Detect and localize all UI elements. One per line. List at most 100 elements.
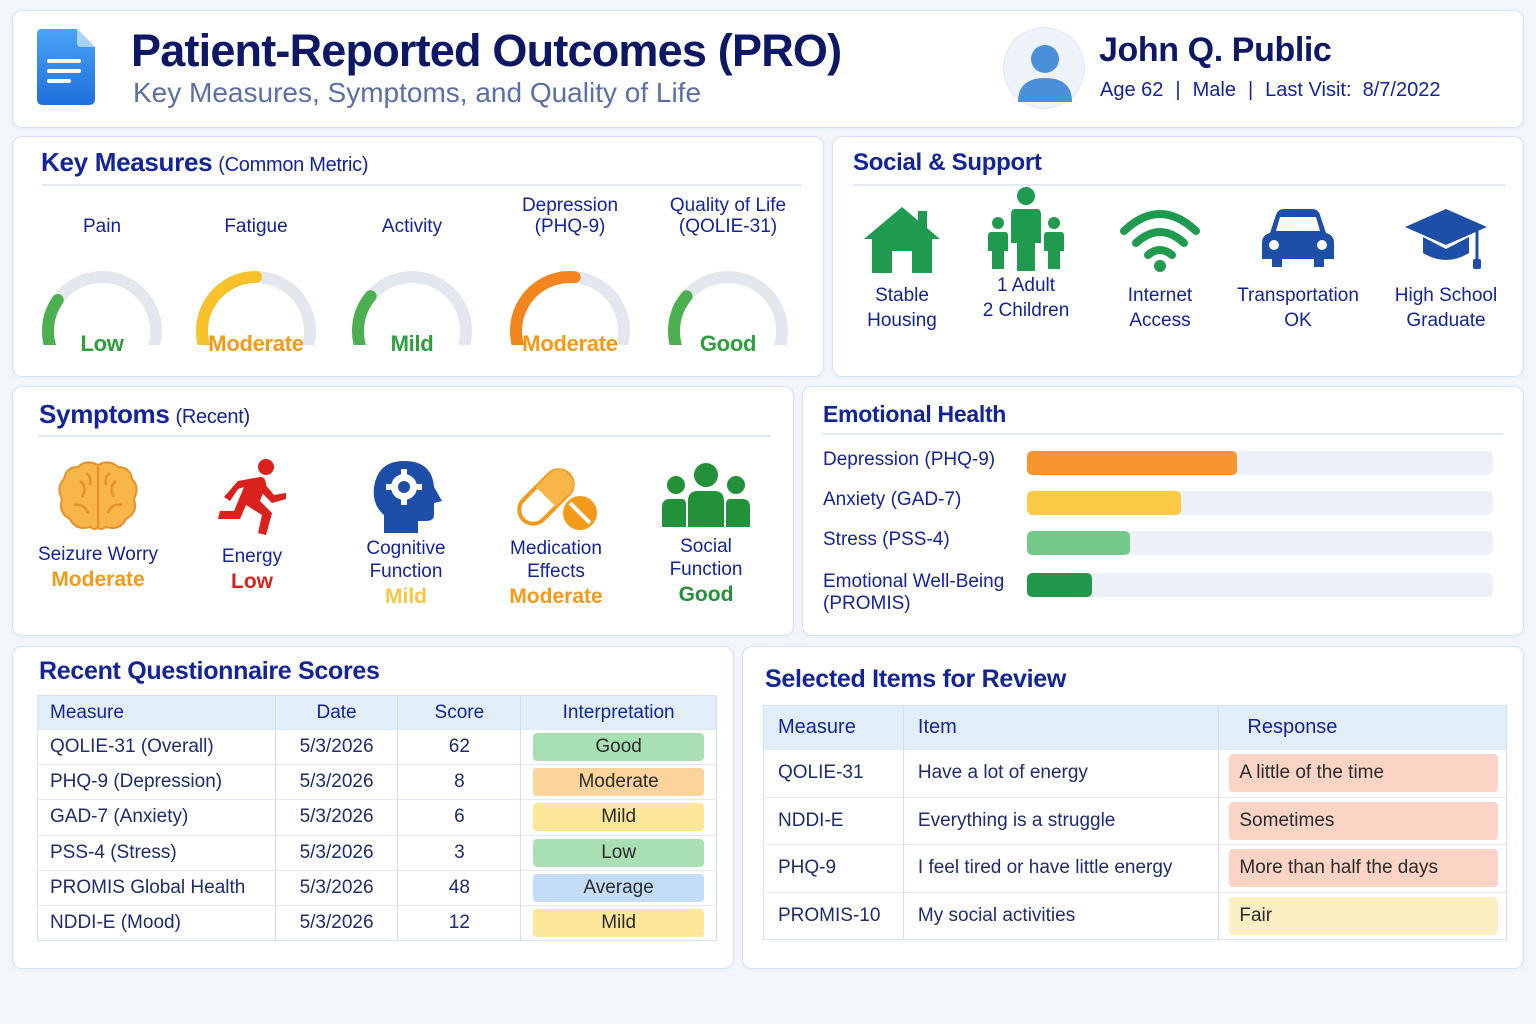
column-header-score[interactable]: Score — [397, 695, 522, 730]
symptom-cognitive-function: Cognitive Function Mild — [331, 457, 481, 609]
review-items-table: Measure Item Response QOLIE-31 Have a lot… — [763, 705, 1507, 940]
house-icon — [864, 207, 940, 273]
car-icon — [1262, 209, 1334, 267]
patient-meta: Age 62 | Male | Last Visit: 8/7/2022 — [1100, 79, 1440, 102]
gauge-pain: Pain Low — [27, 189, 177, 356]
gauge-dial — [352, 271, 472, 345]
response-badge: More than half the days — [1229, 849, 1498, 888]
emotional-health-panel: Emotional Health Depression (PHQ-9) Anxie… — [802, 386, 1524, 636]
family-icon — [988, 187, 1064, 271]
response-badge: Sometimes — [1229, 801, 1498, 840]
response-badge: Fair — [1229, 896, 1498, 935]
table-row[interactable]: PROMIS-10 My social activities Fair — [763, 891, 1507, 940]
social-item-internet: Internet Access — [1095, 203, 1225, 333]
gauge-dial — [510, 271, 630, 345]
gauge-label: Quality of Life (QOLIE-31) — [669, 195, 787, 237]
bar-fill — [1027, 573, 1093, 597]
avatar — [1003, 27, 1085, 109]
symptom-label: Energy — [221, 546, 283, 567]
emotional-bar-wellbeing: Emotional Well-Being (PROMIS) — [823, 569, 1503, 614]
cell-response: A little of the time — [1218, 749, 1507, 797]
review-items-panel: Selected Items for Review Measure Item R… — [742, 646, 1524, 969]
table-row[interactable]: GAD-7 (Anxiety) 5/3/2026 6 Mild — [37, 799, 717, 836]
cell-response: Fair — [1218, 891, 1507, 940]
table-row[interactable]: PROMIS Global Health 5/3/2026 48 Average — [37, 869, 717, 906]
bar-track — [1027, 573, 1493, 597]
cell-measure: PROMIS-10 — [763, 891, 904, 940]
graduation-cap-icon — [1405, 209, 1487, 269]
key-measures-subheading: (Common Metric) — [218, 154, 369, 176]
symptom-social-function: Social Function Good — [631, 461, 781, 607]
social-item-label: High School Graduate — [1394, 285, 1498, 331]
cell-interpretation: Mild — [520, 799, 717, 836]
symptom-label: Social Function — [669, 536, 743, 580]
questionnaire-scores-body: QOLIE-31 (Overall) 5/3/2026 62 Good PHQ-9 (D… — [37, 728, 717, 941]
cell-measure: NDDI-E — [763, 796, 904, 845]
cell-date: 5/3/2026 — [275, 764, 399, 800]
gauge-quality-of-life: Quality of Life (QOLIE-31) Good — [653, 189, 803, 356]
gauge-fill — [668, 290, 693, 345]
table-row[interactable]: QOLIE-31 Have a lot of energy A little of … — [763, 749, 1507, 797]
divider — [823, 433, 1503, 435]
brain-icon — [58, 461, 138, 530]
table-row[interactable]: QOLIE-31 (Overall) 5/3/2026 62 Good — [37, 728, 717, 765]
column-header-response[interactable]: Response — [1218, 705, 1507, 750]
response-badge: A little of the time — [1229, 754, 1498, 793]
emotional-bar-depression: Depression (PHQ-9) — [823, 449, 1503, 489]
bar-track — [1027, 491, 1493, 515]
cell-measure: PHQ-9 — [763, 844, 904, 892]
social-support-panel: Social & Support Stable Housing 1 Adult … — [832, 136, 1524, 377]
cell-interpretation: Average — [520, 869, 717, 906]
gauge-activity: Activity Mild — [337, 189, 487, 356]
cell-response: More than half the days — [1218, 844, 1507, 892]
pill-icon — [517, 468, 597, 530]
column-header-measure[interactable]: Measure — [37, 695, 276, 730]
table-row[interactable]: PSS-4 (Stress) 5/3/2026 3 Low — [37, 834, 717, 871]
gauge-level: Moderate — [522, 331, 618, 356]
key-measures-heading: Key Measures — [41, 147, 213, 177]
cell-date: 5/3/2026 — [275, 728, 399, 765]
separator: | — [1175, 79, 1181, 101]
cell-interpretation: Low — [520, 834, 717, 871]
symptom-seizure-worry: Seizure Worry Moderate — [23, 457, 173, 592]
review-items-title: Selected Items for Review — [765, 665, 1066, 693]
gauge-label: Fatigue — [224, 216, 288, 237]
emotional-bar-label: Anxiety (GAD-7) — [823, 489, 962, 510]
cell-measure: NDDI-E (Mood) — [37, 904, 276, 941]
table-row[interactable]: PHQ-9 I feel tired or have little energy M… — [763, 844, 1507, 892]
symptoms-subheading: (Recent) — [175, 406, 251, 428]
table-header-row: Measure Item Response — [763, 705, 1507, 750]
gauge-fill — [196, 271, 262, 345]
questionnaire-scores-title: Recent Questionnaire Scores — [39, 657, 380, 685]
gauge-depression: Depression (PHQ-9) Moderate — [495, 189, 645, 356]
cell-item: Have a lot of energy — [903, 749, 1220, 797]
last-visit-label: Last Visit: — [1265, 79, 1352, 101]
table-row[interactable]: NDDI-E Everything is a struggle Sometimes — [763, 796, 1507, 845]
bar-track — [1027, 451, 1493, 475]
column-header-interpretation[interactable]: Interpretation — [520, 695, 717, 730]
page-subtitle: Key Measures, Symptoms, and Quality of L… — [133, 77, 702, 108]
symptom-label: Cognitive Function — [366, 538, 446, 582]
table-row[interactable]: PHQ-9 (Depression) 5/3/2026 8 Moderate — [37, 764, 717, 800]
column-header-measure[interactable]: Measure — [763, 705, 904, 750]
cell-date: 5/3/2026 — [275, 869, 399, 906]
cell-date: 5/3/2026 — [275, 834, 399, 871]
last-visit-date: 8/7/2022 — [1362, 79, 1441, 101]
social-item-label: Stable Housing — [867, 285, 937, 331]
column-header-date[interactable]: Date — [275, 695, 399, 730]
cell-item: I feel tired or have little energy — [903, 844, 1220, 892]
cell-measure: GAD-7 (Anxiety) — [37, 799, 276, 836]
gauge-dial — [196, 271, 316, 345]
table-row[interactable]: NDDI-E (Mood) 5/3/2026 12 Mild — [37, 904, 717, 941]
gauge-fill — [510, 271, 581, 345]
cell-score: 8 — [397, 764, 522, 800]
gauge-level: Moderate — [208, 331, 304, 356]
gauge-label: Pain — [82, 216, 122, 237]
symptoms-heading: Symptoms — [39, 399, 170, 429]
divider — [853, 184, 1505, 186]
gauge-level: Mild — [390, 331, 434, 356]
interpretation-badge: Good — [533, 733, 704, 762]
column-header-item[interactable]: Item — [903, 705, 1220, 750]
patient-sex: Male — [1192, 79, 1236, 101]
questionnaire-scores-table: Measure Date Score Interpretation QOLIE-… — [37, 695, 717, 942]
